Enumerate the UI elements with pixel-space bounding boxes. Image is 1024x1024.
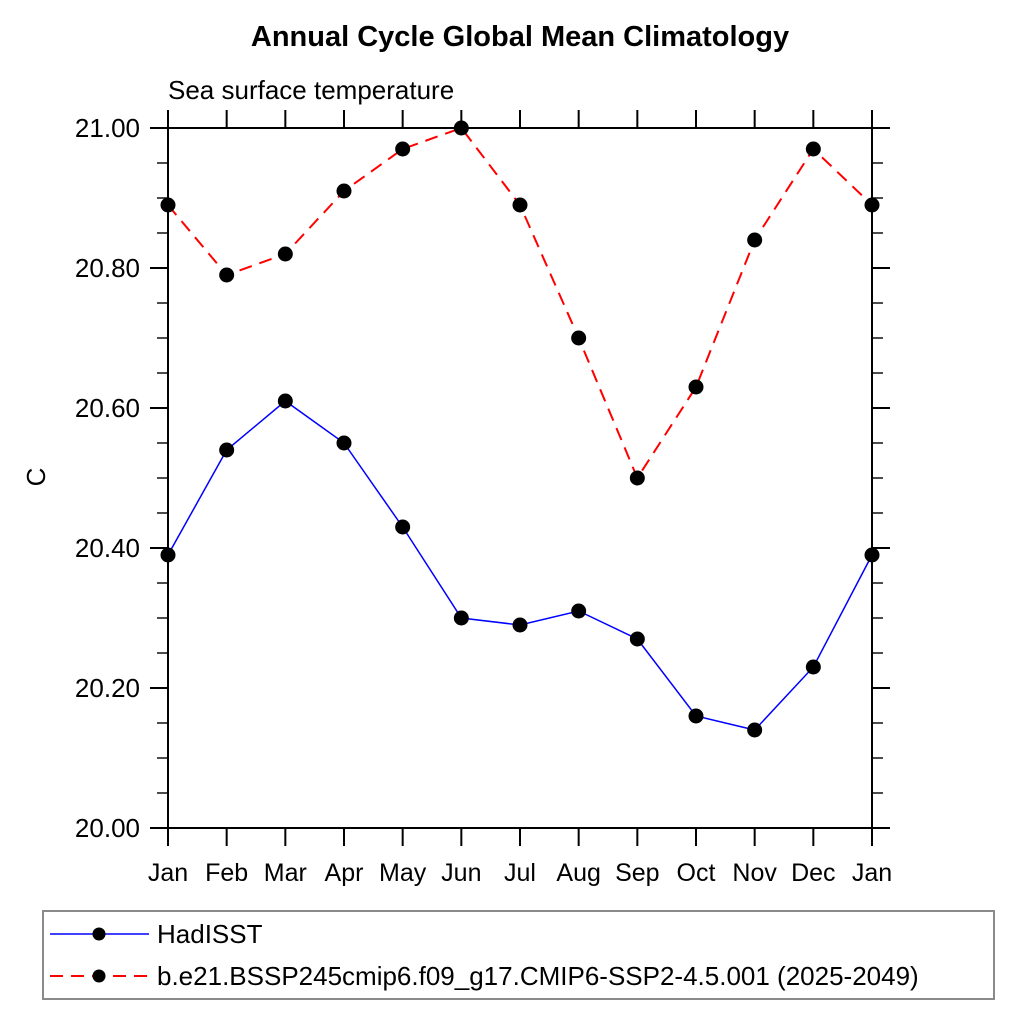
x-tick-label: Jan [852,859,892,887]
chart-title: Annual Cycle Global Mean Climatology [250,21,790,53]
series-marker-0 [747,722,763,738]
plot-area: 21.00 20.80 20.60 20.40 20.20 20.00 Jan Feb Mar A… [75,110,892,887]
x-tick-label: Jan [148,859,188,887]
series-marker-0 [277,393,293,409]
x-tick-label: Apr [325,859,364,887]
series-marker-0 [453,610,469,626]
y-tick-label: 20.20 [75,673,140,703]
series-marker-1 [336,183,352,199]
series-marker-1 [277,246,293,262]
series-marker-0 [512,617,528,633]
series-marker-1 [747,232,763,248]
series-marker-1 [395,141,411,157]
x-tick-label: Oct [677,859,716,887]
series-marker-1 [160,197,176,213]
x-tick-label: Nov [732,859,777,887]
series-marker-0 [571,603,587,619]
y-tick-label: 21.00 [75,113,140,143]
series-marker-1 [629,470,645,486]
series-marker-0 [336,435,352,451]
legend-line-sample-solid [50,927,149,941]
series-line-1 [167,126,873,481]
x-tick-label: Feb [205,859,248,887]
series-marker-0 [219,442,235,458]
x-tick-label: May [379,859,427,887]
x-tick-label: Sep [615,859,659,887]
x-tick-label: Jun [441,859,481,887]
series-marker-0 [160,547,176,563]
series-marker-0 [395,519,411,535]
series-marker-0 [629,631,645,647]
legend-label-hadisst: HadISST [157,918,263,949]
series-marker-1 [512,197,528,213]
chart-subtitle: Sea surface temperature [168,75,455,105]
series-marker-0 [688,708,704,724]
legend-marker-dot-icon [92,927,106,941]
y-tick-label: 20.80 [75,253,140,283]
series-marker-1 [805,141,821,157]
legend-item-hadisst: HadISST [49,914,993,954]
legend-item-model: b.e21.BSSP245cmip6.f09_g17.CMIP6-SSP2-4.… [49,956,993,996]
series-marker-0 [805,659,821,675]
y-tick-label: 20.00 [75,813,140,843]
y-tick-label: 20.60 [75,393,140,423]
x-tick-label: Mar [264,859,307,887]
series-marker-1 [571,330,587,346]
legend-marker-dot-icon [92,969,106,983]
x-tick-label: Jul [504,859,536,887]
x-tick-label: Dec [791,859,835,887]
series-marker-1 [453,120,469,136]
series-marker-1 [688,379,704,395]
legend: HadISST b.e21.BSSP245cmip6.f09_g17.CMIP6… [42,910,995,1000]
axis-frame [167,127,873,829]
series-marker-1 [864,197,880,213]
legend-label-model: b.e21.BSSP245cmip6.f09_g17.CMIP6-SSP2-4.… [157,960,919,991]
legend-line-sample-dashed [50,969,149,983]
y-tick-label: 20.40 [75,533,140,563]
x-tick-label: Aug [556,859,600,887]
series-marker-1 [219,267,235,283]
series-line-0 [167,400,873,731]
series-marker-0 [864,547,880,563]
